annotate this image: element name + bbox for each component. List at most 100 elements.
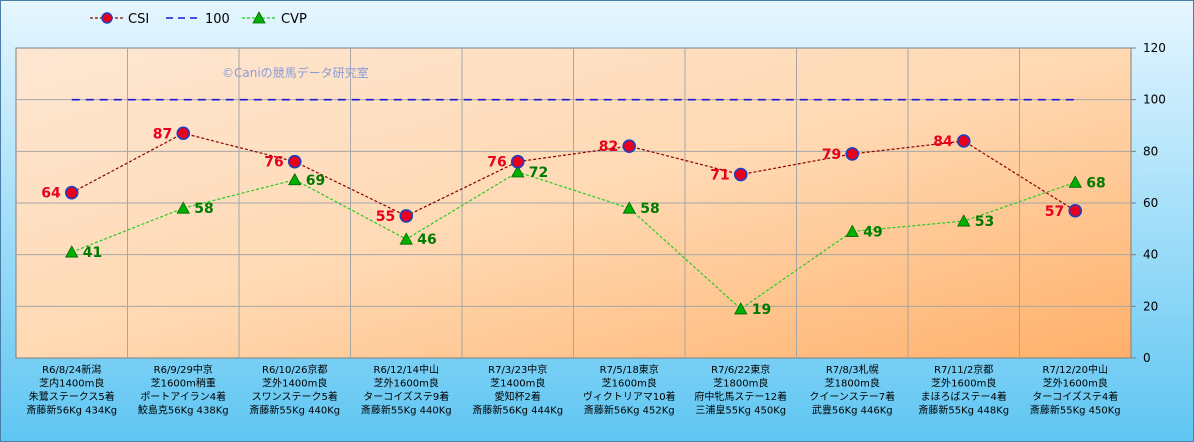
x-category-line: R6/10/26京都 bbox=[262, 363, 328, 376]
x-category-line: 斎藤新55Kg 440Kg bbox=[361, 404, 452, 417]
x-category-line: R7/5/18東京 bbox=[600, 363, 659, 376]
legend-csi-label: CSI bbox=[128, 12, 149, 27]
x-category-line: ヴィクトリアマ10着 bbox=[583, 390, 676, 403]
series-line-csi bbox=[71, 132, 1076, 217]
cvp-point bbox=[65, 245, 79, 258]
cvp-data-label: 58 bbox=[640, 201, 659, 217]
legend-cvp-marker bbox=[252, 11, 266, 24]
csi-data-label: 79 bbox=[822, 147, 841, 163]
x-category-line: 武豊56Kg 446Kg bbox=[812, 404, 893, 417]
csi-point bbox=[733, 167, 748, 182]
watermark: ©Caniの競馬データ研究室 bbox=[222, 65, 369, 80]
csi-point bbox=[956, 134, 971, 148]
cvp-point bbox=[399, 232, 413, 245]
cvp-data-label: 53 bbox=[975, 214, 994, 230]
x-category-line: R6/9/29中京 bbox=[154, 363, 213, 376]
y-tick-label: 20 bbox=[1143, 299, 1158, 313]
cvp-point bbox=[622, 201, 636, 214]
x-category-line: R7/3/23中京 bbox=[488, 363, 547, 376]
legend-csi-marker bbox=[101, 12, 113, 24]
x-category-line: 芝外1600m良 bbox=[931, 377, 996, 390]
series-line-cvp bbox=[71, 171, 1076, 310]
legend: CSI 100 CVP bbox=[90, 11, 307, 27]
y-tick-label: 100 bbox=[1143, 93, 1166, 107]
x-category-line: 斎藤新55Kg 440Kg bbox=[249, 404, 340, 417]
x-category-line: 鮫島克56Kg 438Kg bbox=[138, 404, 229, 417]
x-category-line: 芝1400m良 bbox=[490, 377, 545, 390]
x-category-line: 芝1800m良 bbox=[713, 377, 768, 390]
cvp-data-label: 58 bbox=[194, 201, 213, 217]
y-tick-label: 40 bbox=[1143, 248, 1158, 262]
y-axis-ticks: 0 20 40 60 80 100 120 bbox=[1131, 41, 1166, 365]
y-tick-label: 0 bbox=[1143, 351, 1151, 365]
cvp-data-label: 68 bbox=[1086, 175, 1105, 191]
x-category-line: 朱鷺ステークス5着 bbox=[29, 390, 115, 403]
x-category-line: まほろばステー4着 bbox=[921, 390, 1007, 403]
x-category-line: R7/12/20中山 bbox=[1043, 363, 1109, 376]
y-tick-label: 120 bbox=[1143, 41, 1166, 55]
csi-point bbox=[1068, 203, 1083, 218]
x-category-line: 芝外1600m良 bbox=[1043, 377, 1108, 390]
cvp-point bbox=[734, 302, 748, 315]
csi-point bbox=[176, 126, 191, 141]
x-category-line: 芝外1600m良 bbox=[374, 377, 439, 390]
x-category-line: 芝1800m良 bbox=[825, 377, 880, 390]
x-category-line: 斎藤新56Kg 444Kg bbox=[472, 404, 563, 417]
cvp-data-label: 49 bbox=[863, 224, 882, 240]
cvp-point bbox=[1068, 175, 1082, 188]
cvp-data-label: 69 bbox=[306, 173, 325, 189]
csi-data-label: 82 bbox=[599, 139, 618, 155]
cvp-point bbox=[511, 165, 525, 178]
x-category-line: 芝外1400m良 bbox=[262, 377, 327, 390]
csi-point bbox=[287, 154, 302, 169]
x-category-line: 斎藤新55Kg 450Kg bbox=[1030, 404, 1121, 417]
x-category-line: 芝1600m稍重 bbox=[151, 377, 216, 390]
cvp-point bbox=[176, 201, 190, 214]
legend-100-label: 100 bbox=[205, 12, 230, 27]
cvp-data-label: 19 bbox=[752, 302, 771, 318]
csi-data-label: 64 bbox=[41, 186, 61, 202]
x-category-line: R7/8/3札幌 bbox=[826, 363, 879, 376]
cvp-point bbox=[288, 172, 302, 186]
csi-data-label: 84 bbox=[933, 134, 953, 150]
x-category-line: R7/11/2京都 bbox=[934, 363, 993, 376]
x-category-line: スワンステーク5着 bbox=[252, 390, 338, 403]
x-category-line: ターコイズステ9着 bbox=[363, 390, 449, 403]
cvp-data-label: 72 bbox=[529, 165, 548, 181]
csi-data-label: 76 bbox=[264, 155, 283, 171]
x-category-line: 府中牝馬ステー12着 bbox=[694, 390, 787, 403]
csi-data-label: 57 bbox=[1045, 204, 1064, 220]
cvp-point bbox=[845, 224, 859, 237]
x-category-line: 斎藤新56Kg 434Kg bbox=[26, 404, 117, 417]
csi-point bbox=[510, 154, 525, 169]
x-category-line: ポートアイラン4着 bbox=[140, 390, 226, 403]
x-category-line: 芝1600m良 bbox=[602, 377, 657, 390]
csi-point bbox=[399, 209, 414, 223]
x-category-line: 愛知杯2着 bbox=[495, 390, 541, 403]
cvp-data-label: 46 bbox=[417, 232, 436, 248]
x-category-line: 三浦皇55Kg 450Kg bbox=[695, 404, 786, 417]
x-category-line: クイーンステー7着 bbox=[809, 390, 895, 403]
x-category-line: R7/6/22東京 bbox=[711, 363, 770, 376]
csi-data-label: 71 bbox=[710, 168, 729, 184]
x-category-line: 芝内1400m良 bbox=[39, 377, 104, 390]
x-category-line: R6/8/24新潟 bbox=[42, 363, 101, 376]
x-category-line: 斎藤新55Kg 448Kg bbox=[918, 404, 1009, 417]
x-category-line: 斎藤新56Kg 452Kg bbox=[584, 404, 675, 417]
csi-data-label: 55 bbox=[376, 209, 395, 225]
cvp-point bbox=[957, 214, 971, 227]
x-category-line: ターコイズステ4着 bbox=[1032, 390, 1118, 403]
